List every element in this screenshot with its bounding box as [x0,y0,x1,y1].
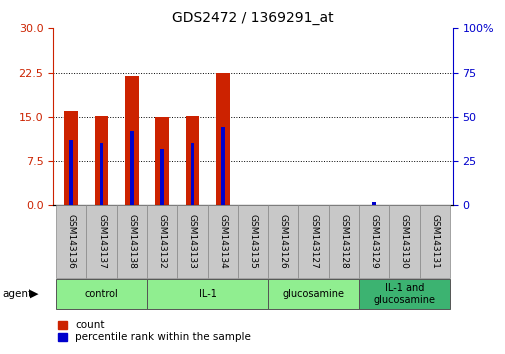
Text: GSM143127: GSM143127 [309,214,318,269]
Bar [237,205,268,278]
Bar [155,117,169,205]
Title: GDS2472 / 1369291_at: GDS2472 / 1369291_at [172,11,333,24]
Text: GSM143130: GSM143130 [399,214,408,269]
Bar [177,205,207,278]
Bar [94,116,108,205]
Bar [268,279,358,309]
Bar [185,116,199,205]
Bar [69,140,73,205]
Legend: count, percentile rank within the sample: count, percentile rank within the sample [58,320,250,342]
Bar [147,205,177,278]
Bar [216,73,229,205]
Bar [268,205,298,278]
Bar [130,131,133,205]
Text: GSM143138: GSM143138 [127,214,136,269]
Text: GSM143128: GSM143128 [339,214,347,269]
Text: glucosamine: glucosamine [282,289,344,299]
Text: agent: agent [3,289,33,299]
Bar [298,205,328,278]
Text: GSM143135: GSM143135 [248,214,257,269]
Bar [86,205,117,278]
Bar [358,205,388,278]
Text: IL-1 and
glucosamine: IL-1 and glucosamine [373,283,435,305]
Bar [99,143,103,205]
Text: GSM143137: GSM143137 [97,214,106,269]
Text: GSM143134: GSM143134 [218,214,227,269]
Bar [64,111,78,205]
Text: GSM143136: GSM143136 [67,214,76,269]
Text: GSM143133: GSM143133 [187,214,196,269]
Bar [117,205,147,278]
Bar [358,279,449,309]
Bar [190,143,194,205]
Bar [207,205,237,278]
Text: control: control [84,289,118,299]
Bar [419,205,449,278]
Bar [372,202,375,205]
Text: GSM143126: GSM143126 [278,214,287,269]
Bar [125,75,138,205]
Text: GSM143131: GSM143131 [429,214,438,269]
Text: GSM143129: GSM143129 [369,214,378,269]
Bar [147,279,268,309]
Bar [160,149,164,205]
Text: ▶: ▶ [30,289,39,299]
Bar [328,205,358,278]
Text: GSM143132: GSM143132 [158,214,166,269]
Bar [221,127,224,205]
Bar [388,205,419,278]
Bar [56,205,86,278]
Bar [56,279,147,309]
Text: IL-1: IL-1 [198,289,216,299]
